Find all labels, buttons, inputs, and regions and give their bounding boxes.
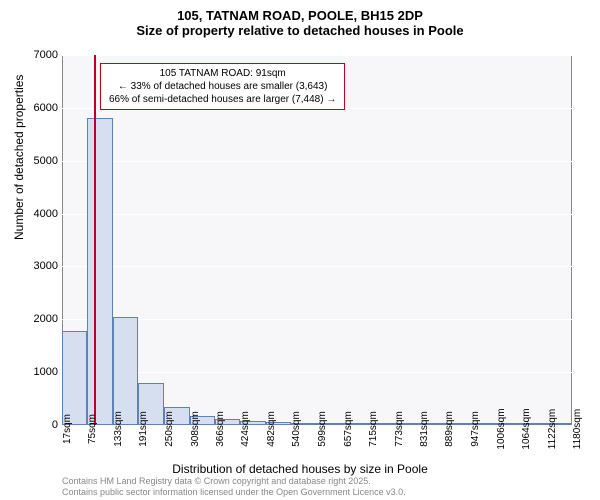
- footer-attribution: Contains HM Land Registry data © Crown c…: [62, 476, 406, 498]
- xtick-label: 1122sqm: [547, 409, 558, 449]
- xtick-label: 1064sqm: [521, 408, 532, 449]
- xtick-label: 191sqm: [138, 411, 149, 447]
- ytick-label: 1000: [34, 366, 58, 378]
- gridline: [62, 214, 572, 215]
- xtick-label: 424sqm: [240, 411, 251, 447]
- plot-background: [62, 55, 572, 425]
- chart-plot-area: 105 TATNAM ROAD: 91sqm ← 33% of detached…: [62, 55, 572, 425]
- gridline: [62, 319, 572, 320]
- xtick-label: 773sqm: [394, 411, 405, 447]
- xtick-label: 1006sqm: [496, 408, 507, 449]
- footer-line2: Contains public sector information licen…: [62, 487, 406, 498]
- ytick-label: 3000: [34, 260, 58, 272]
- gridline: [62, 266, 572, 267]
- xtick-label: 308sqm: [190, 411, 201, 447]
- ytick-label: 2000: [34, 313, 58, 325]
- marker-line: [94, 55, 96, 425]
- annotation-line1: 105 TATNAM ROAD: 91sqm: [109, 67, 336, 80]
- xtick-label: 715sqm: [368, 411, 379, 447]
- xtick-label: 1180sqm: [572, 409, 583, 449]
- xtick-label: 17sqm: [62, 414, 73, 444]
- xtick-label: 366sqm: [215, 411, 226, 447]
- chart-title: 105, TATNAM ROAD, POOLE, BH15 2DP: [0, 8, 600, 23]
- ytick-label: 4000: [34, 208, 58, 220]
- annotation-line3: 66% of semi-detached houses are larger (…: [109, 93, 336, 106]
- xtick-label: 889sqm: [444, 411, 455, 447]
- histogram-bar: [87, 118, 112, 425]
- x-axis-label: Distribution of detached houses by size …: [0, 462, 600, 476]
- y-axis-label: Number of detached properties: [12, 75, 26, 240]
- xtick-label: 133sqm: [113, 411, 124, 447]
- annotation-line2: ← 33% of detached houses are smaller (3,…: [109, 80, 336, 93]
- xtick-label: 540sqm: [291, 411, 302, 447]
- annotation-box: 105 TATNAM ROAD: 91sqm ← 33% of detached…: [100, 63, 345, 110]
- ytick-label: 6000: [34, 102, 58, 114]
- xtick-label: 947sqm: [470, 411, 481, 447]
- xtick-label: 831sqm: [419, 411, 430, 447]
- gridline: [62, 372, 572, 373]
- ytick-label: 5000: [34, 155, 58, 167]
- xtick-label: 482sqm: [266, 411, 277, 447]
- ytick-label: 0: [52, 419, 58, 431]
- histogram-bar: [113, 317, 138, 425]
- xtick-label: 250sqm: [164, 411, 175, 447]
- xtick-label: 599sqm: [317, 411, 328, 447]
- chart-subtitle: Size of property relative to detached ho…: [0, 23, 600, 38]
- gridline: [62, 161, 572, 162]
- xtick-label: 657sqm: [343, 411, 354, 447]
- footer-line1: Contains HM Land Registry data © Crown c…: [62, 476, 406, 487]
- ytick-label: 7000: [34, 49, 58, 61]
- histogram-bar: [62, 331, 87, 425]
- xtick-label: 75sqm: [87, 414, 98, 444]
- gridline: [62, 55, 572, 56]
